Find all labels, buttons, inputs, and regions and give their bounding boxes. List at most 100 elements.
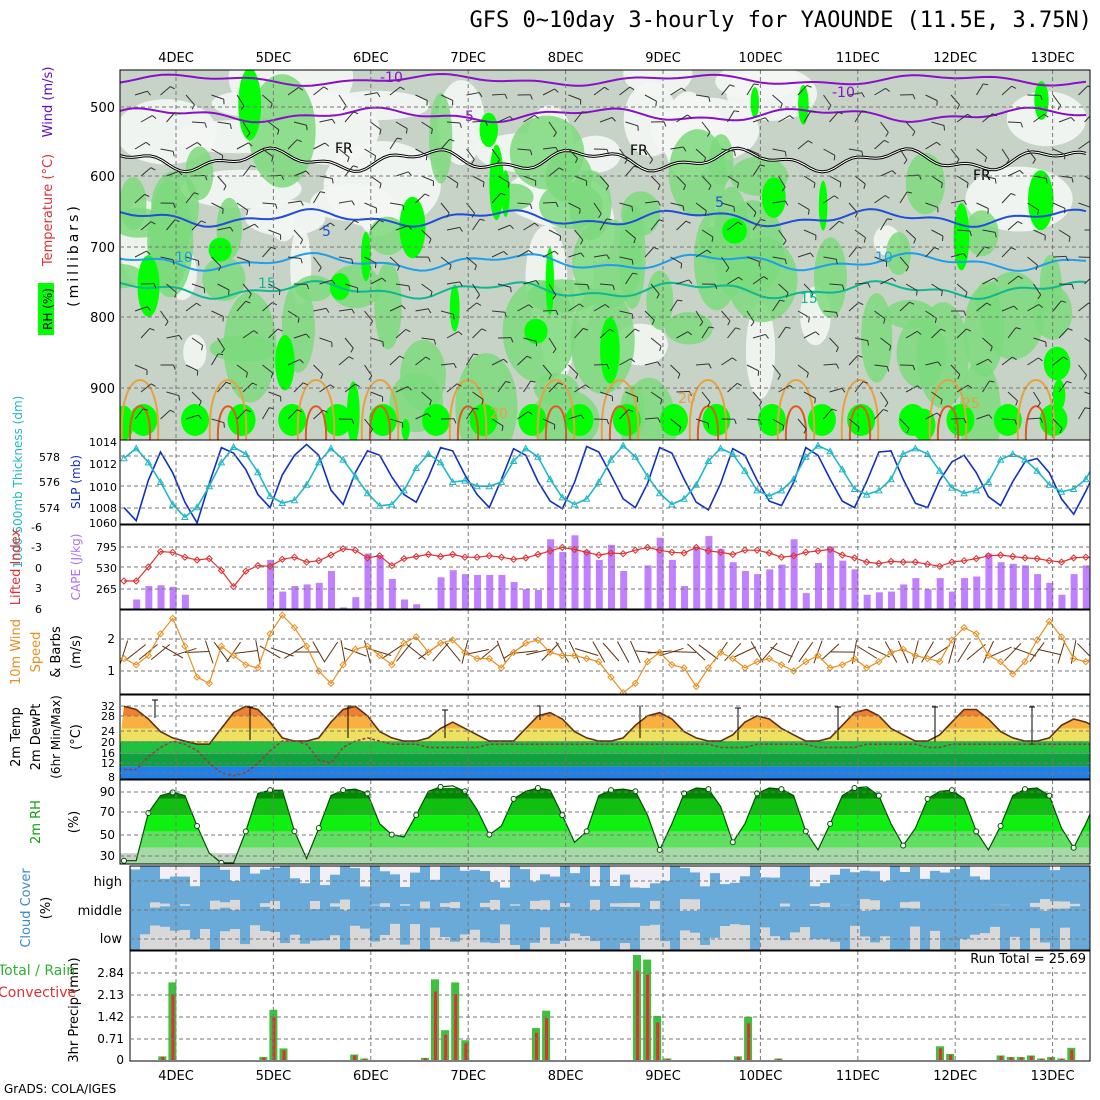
low-cloud-gap — [640, 925, 650, 950]
wind-barb-flag — [320, 191, 326, 194]
date-tick-bottom: 10DEC — [738, 1069, 782, 1084]
mid-cloud-gap — [450, 901, 460, 909]
wind-barb-flag — [604, 304, 610, 309]
wind-barb-flag — [624, 159, 628, 164]
li-axis-label: Lifted Index — [9, 528, 24, 605]
cape-bar — [364, 553, 372, 609]
wind-barb-flag — [526, 355, 532, 359]
mid-cloud-gap — [530, 900, 540, 910]
wind-speed-marker — [193, 673, 201, 681]
wind-barb — [236, 364, 248, 374]
wind-barb-flag — [172, 151, 175, 157]
wind-barb-flag — [1040, 95, 1043, 101]
mid-cloud-gap — [690, 899, 700, 911]
wind-barb — [778, 115, 791, 123]
rh-saturated-region — [1027, 170, 1054, 231]
li-marker — [899, 558, 907, 566]
thickness-line-marker — [716, 444, 725, 452]
wind-barb — [854, 175, 866, 185]
cape-bar — [608, 544, 615, 609]
p2-clip — [120, 441, 1090, 524]
low-cloud-gap — [290, 934, 300, 950]
wind-barb — [1001, 148, 1010, 161]
wind-barb-flag — [807, 140, 813, 144]
precip-convective-bar — [666, 1058, 670, 1060]
wind-10m-barb — [770, 646, 793, 658]
li-marker — [1045, 556, 1054, 565]
mid-cloud-gap — [1040, 899, 1050, 911]
li-marker — [461, 553, 469, 561]
wind-barb — [440, 363, 454, 366]
wind-barb — [185, 256, 199, 262]
wind-barb-flag — [862, 381, 868, 384]
wind-barb-flag — [940, 399, 943, 405]
precip-convective-bar — [161, 1056, 165, 1060]
wind-barb — [848, 202, 858, 214]
wind-barb — [982, 337, 993, 347]
low-cloud-gap — [260, 930, 270, 950]
wind-barb-flag — [548, 374, 552, 380]
wind-barb — [772, 418, 784, 427]
wind-speed-marker — [485, 654, 493, 663]
wind-10m-barb — [630, 640, 641, 664]
wind-speed-marker — [132, 661, 140, 669]
mid-cloud-gap — [400, 904, 410, 906]
mid-cloud-gap — [210, 900, 220, 910]
wind-barb-flag — [711, 236, 714, 242]
wind-barb — [931, 229, 944, 237]
wind-barb — [1052, 202, 1066, 209]
isotherm-25 — [368, 405, 392, 440]
wind-barb — [1078, 85, 1089, 96]
wind-barb-flag — [653, 246, 659, 250]
wind-barb-flag — [151, 115, 157, 120]
wind-barb — [593, 202, 602, 215]
wind-barb — [899, 418, 910, 429]
wind-barb — [1007, 391, 1018, 402]
wind-barb — [236, 409, 247, 420]
cape-bar — [912, 578, 920, 609]
wind-10m-barb — [787, 640, 800, 664]
isotherm-25 — [1024, 405, 1048, 440]
thickness-line-marker — [704, 456, 713, 464]
wind-barb — [415, 193, 426, 204]
high-cloud-gap — [740, 866, 750, 877]
wind-barb-flag — [405, 328, 411, 333]
isotherm-minus5 — [120, 106, 1087, 124]
wind-barb — [313, 86, 324, 96]
wind-barb — [1027, 256, 1038, 266]
wind-barb — [931, 391, 943, 400]
date-tick-bottom: 4DEC — [158, 1069, 194, 1084]
wind-barb — [593, 363, 608, 366]
wind-barb — [976, 302, 988, 312]
wind-barb — [1078, 364, 1087, 376]
wind-barb — [823, 256, 837, 260]
wind-barb — [797, 252, 811, 258]
wind-barb-flag — [555, 147, 559, 153]
wind-barb-flag — [453, 418, 457, 424]
isotherm-25 — [304, 405, 328, 440]
wind-barb — [650, 337, 662, 347]
wind-barb-flag — [351, 200, 355, 206]
li-marker — [668, 548, 676, 557]
thickness-line-marker — [120, 454, 128, 462]
wind-barb-flag — [1098, 230, 1100, 235]
li-marker — [753, 546, 761, 554]
temp-tick: 28 — [101, 710, 115, 723]
wind-speed-marker — [290, 623, 299, 632]
wind-barb-flag — [425, 356, 431, 360]
wind-barb — [899, 256, 909, 268]
high-cloud-gap — [190, 866, 200, 887]
wind-barb — [644, 361, 658, 366]
wind-barb-flag — [683, 185, 687, 191]
wind-barb-flag — [253, 330, 259, 334]
wind-barb — [695, 148, 706, 159]
wind-barb-flag — [781, 186, 786, 192]
wind-barb — [721, 256, 730, 269]
wind-barb-flag — [725, 267, 730, 273]
low-cloud-gap — [850, 925, 860, 950]
wind-barb-flag — [510, 337, 514, 343]
wind-barb — [472, 283, 481, 296]
wind-barb — [421, 229, 432, 240]
wind-barb — [217, 337, 225, 350]
wind-barb — [599, 391, 613, 397]
